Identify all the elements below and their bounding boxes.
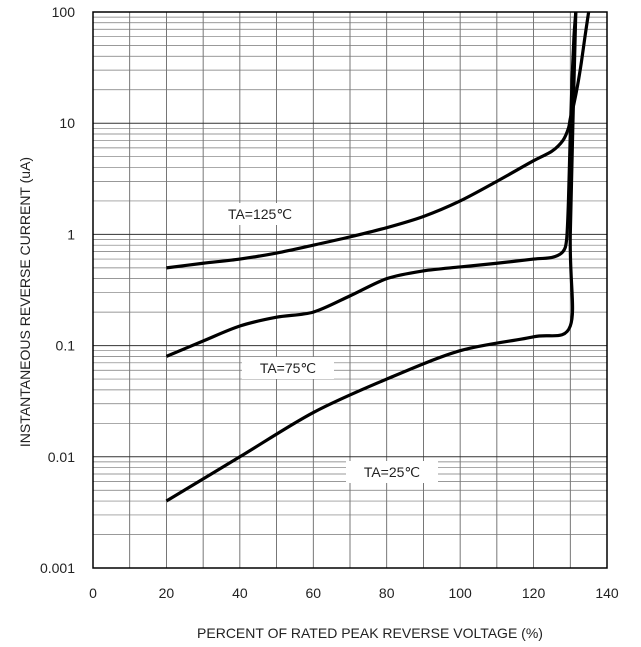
y-tick-label: 0.01 xyxy=(48,449,75,465)
y-axis-label: INSTANTANEOUS REVERSE CURRENT (uA) xyxy=(17,157,33,447)
y-tick-label: 1 xyxy=(67,226,75,242)
series-layer xyxy=(166,12,588,501)
x-tick-label: 140 xyxy=(595,585,619,601)
y-tick-label: 10 xyxy=(59,115,75,131)
series-label-1: TA=75℃ xyxy=(260,360,316,376)
x-axis-label: PERCENT OF RATED PEAK REVERSE VOLTAGE (%… xyxy=(197,625,543,641)
y-tick-label: 0.001 xyxy=(40,560,75,576)
x-tick-label: 60 xyxy=(305,585,321,601)
series-line-0 xyxy=(166,12,588,268)
y-tick-label: 100 xyxy=(52,4,76,20)
x-tick-label: 0 xyxy=(89,585,97,601)
tick-layer: 0 20 40 60 80 100 120 140 0.001 0.01 0.1 1 10 100 xyxy=(40,4,619,601)
series-label-2: TA=25℃ xyxy=(364,464,420,480)
x-tick-label: 20 xyxy=(159,585,175,601)
x-tick-label: 80 xyxy=(379,585,395,601)
series-line-1 xyxy=(166,12,575,356)
x-tick-label: 100 xyxy=(448,585,472,601)
x-tick-label: 120 xyxy=(522,585,546,601)
x-tick-label: 40 xyxy=(232,585,248,601)
series-label-0: TA=125℃ xyxy=(228,206,292,222)
series-line-2 xyxy=(166,12,575,501)
grid-layer xyxy=(93,12,607,568)
y-tick-label: 0.1 xyxy=(56,338,76,354)
